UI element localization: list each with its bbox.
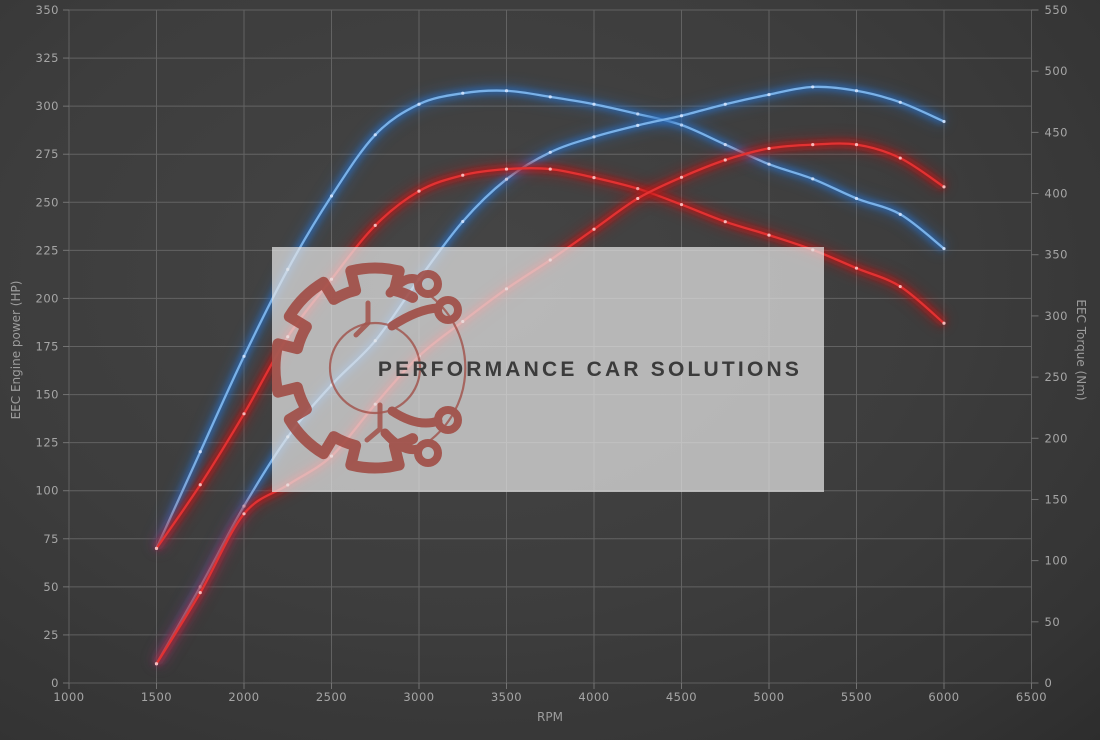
x-axis-title: RPM <box>537 710 563 724</box>
x-axis-tick-label: 2500 <box>316 690 347 704</box>
x-axis-tick-label: 5000 <box>753 690 784 704</box>
right-axis-tick-label: 50 <box>1045 615 1061 629</box>
axis-tick-labels: 0 25 50 75 100 125 150 175 200 225 250 275 300 325 350… <box>36 3 1068 704</box>
right-axis-tick-label: 550 <box>1045 3 1068 17</box>
left-axis-tick-label: 350 <box>36 3 59 17</box>
right-axis-tick-label: 250 <box>1045 370 1068 384</box>
right-axis-tick-label: 0 <box>1045 676 1053 690</box>
left-axis-tick-label: 150 <box>36 388 59 402</box>
x-axis-tick-label: 4000 <box>578 690 609 704</box>
left-axis-tick-label: 250 <box>36 195 59 209</box>
right-axis-tick-label: 200 <box>1045 431 1068 445</box>
left-axis-tick-label: 325 <box>36 51 59 65</box>
x-axis-tick-label: 4500 <box>666 690 697 704</box>
x-axis-tick-label: 3500 <box>491 690 522 704</box>
watermark: PERFORMANCE CAR SOLUTIONS <box>272 247 824 492</box>
axis-ticks <box>63 9 1039 689</box>
x-axis-tick-label: 5500 <box>841 690 872 704</box>
left-axis-tick-label: 50 <box>43 580 59 594</box>
left-axis-tick-label: 100 <box>36 484 59 498</box>
gear-circuit-icon <box>272 262 467 474</box>
left-axis-tick-label: 25 <box>43 628 59 642</box>
right-axis-tick-label: 500 <box>1045 64 1068 78</box>
right-axis-tick-label: 450 <box>1045 125 1068 139</box>
left-axis-tick-label: 300 <box>36 99 59 113</box>
right-axis-tick-label: 150 <box>1045 492 1068 506</box>
x-axis-tick-label: 1000 <box>53 690 84 704</box>
watermark-brand-text: PERFORMANCE CAR SOLUTIONS <box>377 357 803 381</box>
x-axis-tick-label: 6000 <box>928 690 959 704</box>
right-axis-title: EEC Torque (Nm) <box>1074 299 1088 400</box>
left-axis-title: EEC Engine power (HP) <box>9 281 23 420</box>
right-axis-tick-label: 100 <box>1045 554 1068 568</box>
left-axis-tick-label: 0 <box>51 676 59 690</box>
right-axis-tick-label: 300 <box>1045 309 1068 323</box>
left-axis-tick-label: 125 <box>36 436 59 450</box>
right-axis-tick-label: 350 <box>1045 248 1068 262</box>
left-axis-tick-label: 225 <box>36 243 59 257</box>
x-axis-tick-label: 2000 <box>228 690 259 704</box>
x-axis-tick-label: 6500 <box>1016 690 1047 704</box>
x-axis-tick-label: 3000 <box>403 690 434 704</box>
left-axis-tick-label: 275 <box>36 147 59 161</box>
x-axis-tick-label: 1500 <box>141 690 172 704</box>
left-axis-tick-label: 175 <box>36 340 59 354</box>
left-axis-tick-label: 75 <box>43 532 59 546</box>
left-axis-tick-label: 200 <box>36 291 59 305</box>
right-axis-tick-label: 400 <box>1045 187 1068 201</box>
